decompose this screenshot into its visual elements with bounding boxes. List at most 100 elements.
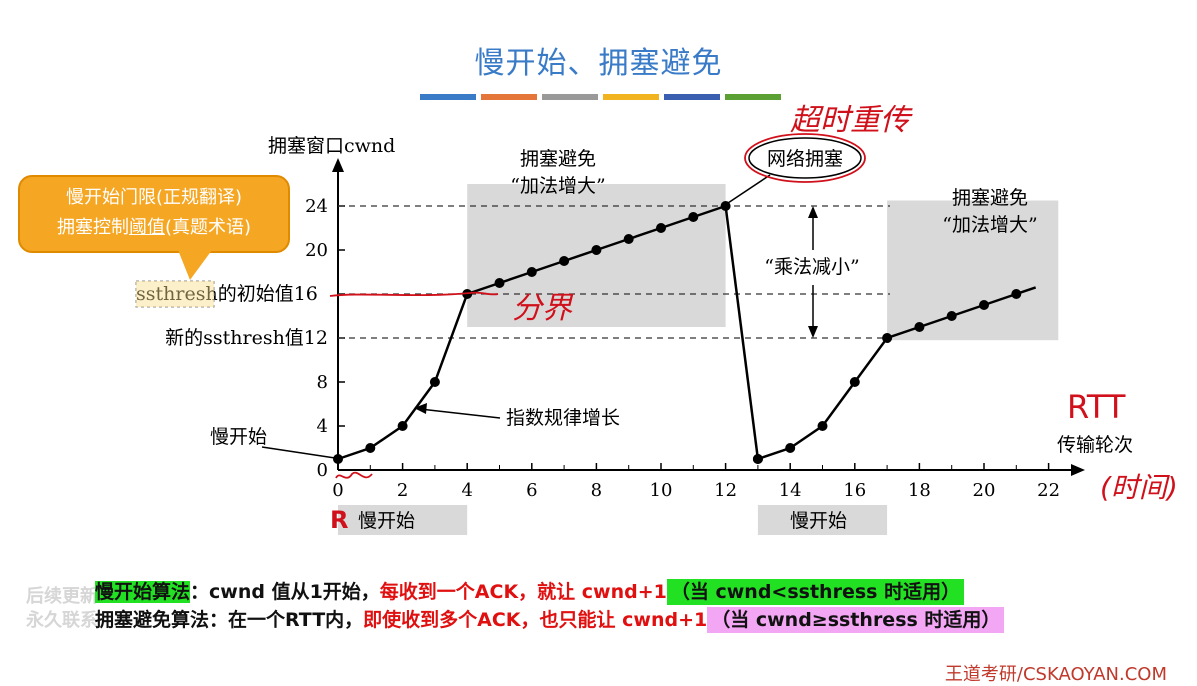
rule-term: 拥塞避免算法 xyxy=(95,609,210,631)
x-tick-label: 14 xyxy=(779,480,802,501)
slow-start-region xyxy=(338,505,468,535)
ca-label: 拥塞避免 xyxy=(520,148,596,170)
callout-line2: 拥塞控制阈值(真题术语) xyxy=(20,213,288,243)
congestion-avoidance-rule: 拥塞避免算法：在一个RTT内，即使收到多个ACK，也只能让 cwnd+1 （当 c… xyxy=(95,605,1005,633)
title-color-segment xyxy=(420,94,476,100)
x-tick-label: 22 xyxy=(1037,480,1060,501)
y-tick-label: 24 xyxy=(305,196,328,217)
cwnd-line xyxy=(724,205,760,460)
ssthresh-highlight-box xyxy=(135,280,215,308)
x-tick-label: 20 xyxy=(973,480,996,501)
y-tick-label: 8 xyxy=(317,372,328,393)
footer-brand: 王道考研/CSKAOYAN.COM xyxy=(944,664,1167,685)
cwnd-point xyxy=(688,212,699,222)
congestion-ellipse xyxy=(748,137,862,179)
handwritten-r: R xyxy=(330,506,348,534)
congestion-avoidance-region xyxy=(467,184,726,327)
cwnd-point xyxy=(623,234,634,244)
ssthresh-rest: 的初始值16 xyxy=(218,283,318,305)
slow-start-bottom-label: 慢开始 xyxy=(790,510,847,532)
title-color-segment xyxy=(481,94,537,100)
ssthresh-callout: 慢开始门限(正规翻译) 拥塞控制阈值(真题术语) xyxy=(18,175,290,253)
y-tick-label: 20 xyxy=(305,240,328,261)
x-tick-label: 4 xyxy=(461,480,472,501)
cwnd-point xyxy=(591,245,602,255)
x-tick-label: 16 xyxy=(843,480,866,501)
cwnd-point xyxy=(559,256,570,266)
cwnd-point xyxy=(720,201,731,211)
cwnd-point xyxy=(429,377,440,387)
ssthresh-highlight-fill xyxy=(136,281,214,307)
callout-threshold: 阈值 xyxy=(128,217,165,238)
title-color-segment xyxy=(725,94,781,100)
cwnd-point xyxy=(979,300,989,310)
ssthresh-term: ssthresh xyxy=(136,283,218,305)
handwritten-rtt: RTT xyxy=(1067,388,1126,426)
x-axis-arrow xyxy=(1071,464,1085,476)
cwnd-point xyxy=(785,443,796,453)
cwnd-point xyxy=(494,278,505,288)
y-axis-label: 拥塞窗口cwnd xyxy=(268,135,395,157)
x-tick-label: 18 xyxy=(908,480,931,501)
congestion-avoidance-region xyxy=(887,200,1059,341)
exponential-arrowhead xyxy=(414,403,427,414)
cwnd-point xyxy=(752,454,763,464)
rule-term: 慢开始算法 xyxy=(95,581,191,603)
cwnd-point xyxy=(817,421,828,431)
cwnd-point xyxy=(397,421,408,431)
handwritten-boundary: 分界 xyxy=(512,291,574,326)
multiplicative-decrease-label: “乘法减小” xyxy=(764,256,859,278)
ca-label: 拥塞避免 xyxy=(952,187,1028,209)
x-tick-label: 8 xyxy=(591,480,602,501)
callout-pointer xyxy=(178,250,212,280)
watermark-overlay: 后续更新 永久联系 xyxy=(26,586,98,631)
callout-term: 拥塞控制 xyxy=(56,217,129,238)
x-tick-label: 10 xyxy=(650,480,673,501)
title-color-bar xyxy=(420,94,781,100)
cwnd-point xyxy=(849,377,860,387)
title-color-segment xyxy=(603,94,659,100)
cwnd-point xyxy=(365,443,376,453)
y-tick-label: 0 xyxy=(317,460,328,481)
x-tick-label: 2 xyxy=(397,480,408,501)
slow-start-label: 慢开始 xyxy=(210,426,267,448)
cwnd-point xyxy=(526,267,537,277)
page-title: 慢开始、拥塞避免 xyxy=(474,46,723,81)
cwnd-point xyxy=(882,333,893,343)
cwnd-point xyxy=(656,223,666,233)
title-color-segment xyxy=(664,94,720,100)
x-axis-label: 传输轮次 xyxy=(1057,434,1133,456)
slow-start-rule: 慢开始算法：cwnd 值从1开始，每收到一个ACK，就让 cwnd+1 （当 cw… xyxy=(95,577,965,605)
callout-note: (真题术语) xyxy=(164,217,252,238)
ssthresh-new-label: 新的ssthresh值12 xyxy=(165,327,328,349)
congestion-label: 网络拥塞 xyxy=(767,148,843,170)
ca-label: “加法增大” xyxy=(942,214,1037,236)
ca-label: “加法增大” xyxy=(510,175,605,197)
congestion-pointer xyxy=(727,174,771,204)
exponential-pointer xyxy=(419,408,501,419)
handwritten-time: (时间) xyxy=(1100,471,1178,504)
title-color-segment xyxy=(542,94,598,100)
cwnd-point xyxy=(333,454,343,464)
md-arrowhead-up xyxy=(808,206,818,218)
cwnd-point xyxy=(914,322,925,332)
handwritten-underline xyxy=(329,291,499,297)
ssthresh-initial-label: ssthresh的初始值16 xyxy=(136,283,318,305)
cwnd-point xyxy=(1011,289,1022,299)
exponential-label: 指数规律增长 xyxy=(506,407,620,429)
handwritten-timeout: 超时重传 xyxy=(790,103,913,138)
y-tick-label: 4 xyxy=(317,416,328,437)
callout-line1: 慢开始门限(正规翻译) xyxy=(65,187,243,208)
x-tick-label: 6 xyxy=(526,480,537,501)
md-arrowhead-down xyxy=(808,326,818,338)
slow-start-bottom-label: 慢开始 xyxy=(358,510,415,532)
x-tick-label: 12 xyxy=(714,480,737,501)
slow-start-region xyxy=(757,505,888,535)
slow-start-pointer xyxy=(261,446,336,459)
x-tick-label: 0 xyxy=(332,480,343,501)
congestion-handwritten-circle xyxy=(744,133,866,183)
cwnd-point xyxy=(946,311,957,321)
handwritten-squiggle xyxy=(335,471,373,479)
y-axis-arrow xyxy=(332,158,344,172)
